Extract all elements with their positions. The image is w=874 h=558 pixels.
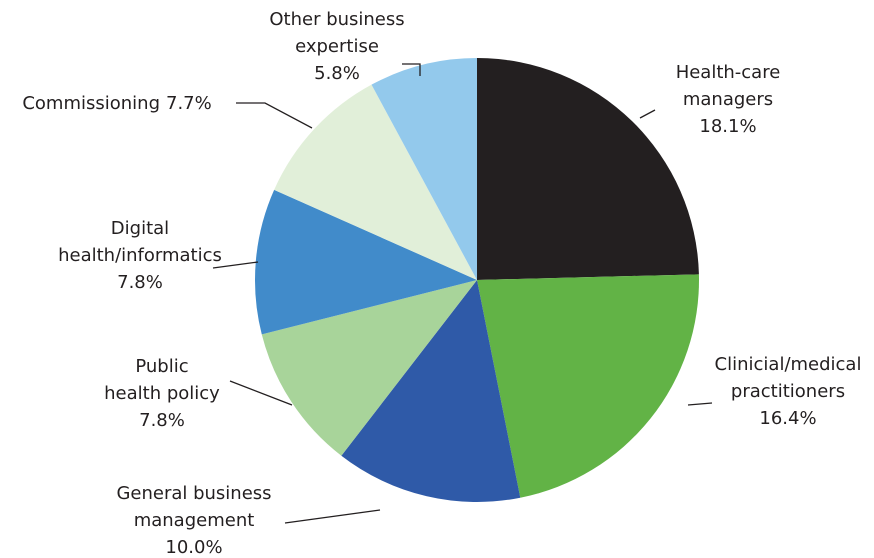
slice-value-label: 7.7% bbox=[166, 93, 212, 114]
pie-slice bbox=[341, 280, 521, 502]
label-line: management bbox=[134, 510, 255, 531]
label-line: health policy bbox=[104, 383, 220, 404]
slice-label: General business management bbox=[116, 483, 271, 531]
slice-label: Commissioning bbox=[22, 93, 160, 114]
label-line: Other business bbox=[269, 9, 404, 30]
label-line: Public bbox=[135, 356, 188, 377]
pie-slice bbox=[255, 189, 477, 335]
slice-value-label: 10.0% bbox=[165, 537, 222, 558]
slice-value-label: 7.8% bbox=[139, 410, 185, 431]
label-line: Digital bbox=[111, 218, 169, 239]
leader-line bbox=[402, 63, 421, 76]
pie-slice bbox=[261, 280, 477, 456]
slice-value-label: 5.8% bbox=[314, 63, 360, 84]
slice-label: Public health policy bbox=[104, 356, 220, 404]
leader-line bbox=[229, 380, 293, 406]
slice-value-label: 18.1% bbox=[699, 116, 756, 137]
label-line: practitioners bbox=[731, 381, 845, 402]
pie-slice bbox=[477, 58, 699, 280]
label-line: General business bbox=[116, 483, 271, 504]
pie-slice bbox=[274, 84, 477, 280]
slice-value-label: 16.4% bbox=[759, 408, 816, 429]
leader-line bbox=[212, 261, 259, 269]
leader-line bbox=[236, 102, 313, 129]
pie-slice bbox=[477, 274, 699, 498]
label-line: Clinicial/medical bbox=[715, 354, 862, 375]
label-line: expertise bbox=[295, 36, 379, 57]
leader-line bbox=[284, 509, 381, 524]
label-line: Health-care bbox=[676, 62, 781, 83]
slice-value-label: 7.8% bbox=[117, 272, 163, 293]
label-line: managers bbox=[683, 89, 773, 110]
pie-slice bbox=[371, 58, 477, 280]
slice-label: Clinicial/medical practitioners bbox=[715, 354, 862, 402]
slice-label: Other business expertise bbox=[269, 9, 404, 57]
slice-label: Health-care managers bbox=[676, 62, 781, 110]
leader-line bbox=[687, 402, 713, 406]
label-line: health/informatics bbox=[58, 245, 222, 266]
slice-label: Digital health/informatics bbox=[58, 218, 222, 266]
leader-line bbox=[639, 109, 656, 119]
